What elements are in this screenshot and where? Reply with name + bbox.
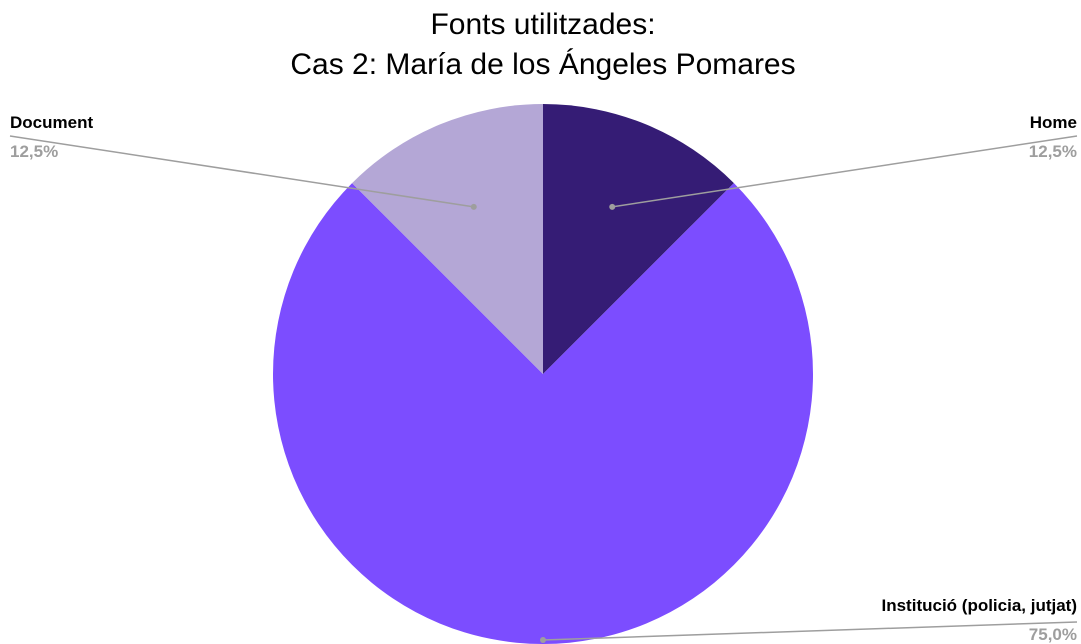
pie-slice-2 (352, 104, 543, 374)
slice-label-0: Home (1030, 113, 1077, 132)
pie-slice-0 (543, 104, 734, 374)
chart-title-line-1: Fonts utilitzades: (430, 8, 655, 41)
slice-label-1: Institució (policia, jutjat) (882, 596, 1078, 615)
slice-label-2: Document (10, 113, 93, 132)
chart-title-line-2: Cas 2: María de los Ángeles Pomares (290, 48, 795, 81)
leader-line-0 (612, 135, 1078, 208)
slice-percent-2: 12,5% (10, 142, 58, 161)
leader-line-2 (9, 135, 474, 208)
pie-slices (273, 104, 813, 644)
leader-line-1 (542, 621, 1078, 641)
slice-labels: Home 12,5% Institució (policia, jutjat) 75,… (9, 113, 1078, 644)
slice-percent-1: 75,0% (1029, 625, 1077, 644)
pie-slice-1 (273, 183, 813, 644)
slice-percent-0: 12,5% (1029, 142, 1077, 161)
